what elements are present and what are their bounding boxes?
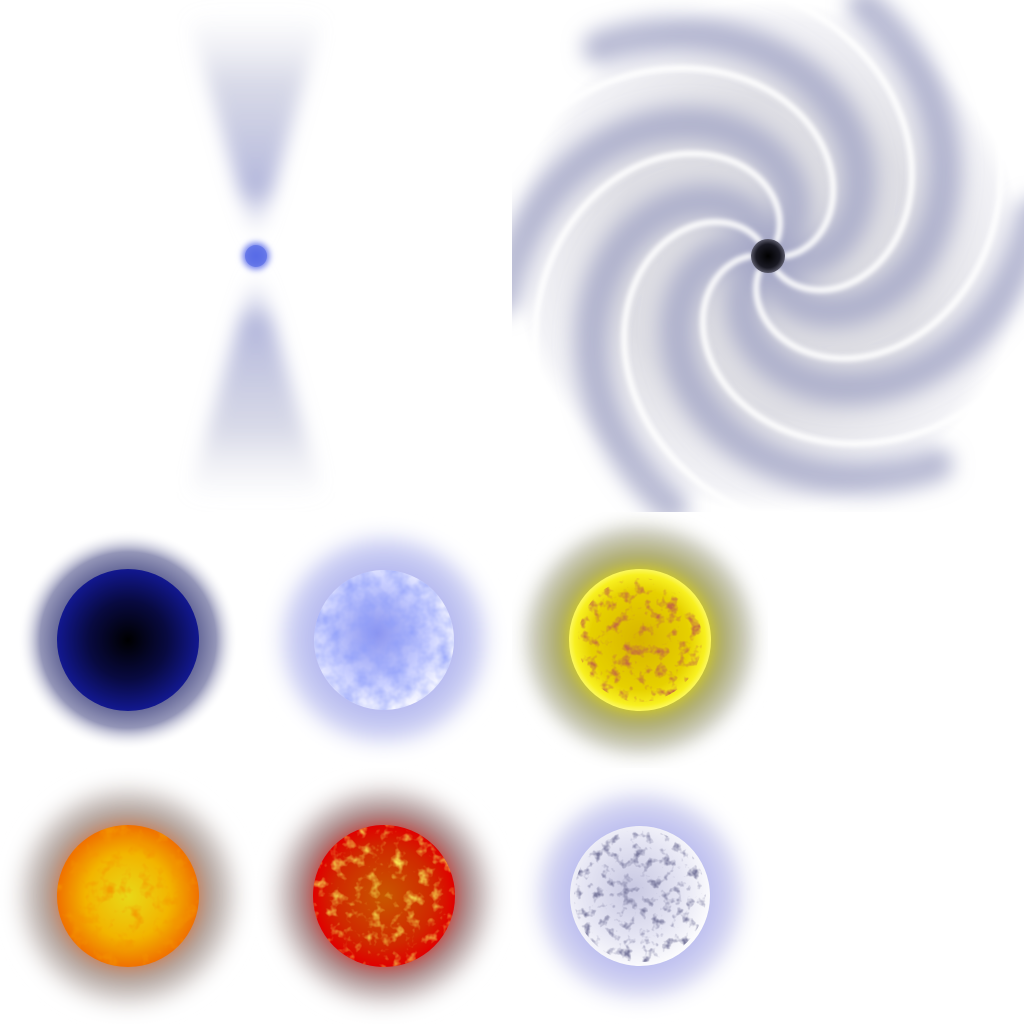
star-white bbox=[512, 768, 768, 1024]
black-hole-swirl-graphic bbox=[512, 0, 1024, 512]
black-hole-core bbox=[751, 239, 785, 273]
star-body bbox=[57, 569, 199, 711]
swirl-light-arm bbox=[621, 218, 762, 512]
star-red-graphic bbox=[266, 778, 502, 1014]
star-surface-texture bbox=[57, 825, 199, 967]
swirl-light-arm bbox=[774, 0, 915, 294]
star-red bbox=[256, 768, 512, 1024]
pulsar-core-inner bbox=[245, 245, 267, 267]
swirl-dark-arm bbox=[574, 184, 782, 512]
star-sunspots bbox=[578, 578, 702, 702]
star-orange bbox=[0, 768, 256, 1024]
pulsar-sprite bbox=[0, 0, 512, 512]
star-surface-texture bbox=[313, 825, 455, 967]
swirl-dark-arm bbox=[754, 0, 962, 328]
swirl-dark-arm bbox=[659, 232, 954, 496]
swirl-dark-arm bbox=[582, 16, 877, 280]
swirl-light-arm bbox=[753, 125, 1005, 362]
star-white-graphic bbox=[524, 780, 756, 1012]
star-dark-blue-graphic bbox=[18, 530, 238, 750]
swirl-light-arm bbox=[531, 150, 783, 387]
swirl-dark-arm bbox=[512, 106, 811, 312]
star-orange-graphic bbox=[10, 778, 246, 1014]
swirl-light-arm bbox=[700, 253, 997, 447]
star-yellow bbox=[512, 512, 768, 768]
swirl-light-arms bbox=[531, 0, 1005, 512]
pulsar-jet-down bbox=[190, 262, 322, 502]
pulsar-graphic bbox=[190, 10, 322, 502]
swirl-dark-arms bbox=[512, 0, 1024, 512]
star-surface-texture bbox=[574, 830, 706, 962]
pulsar-jets bbox=[190, 10, 322, 502]
pulsar-jet-up bbox=[190, 10, 322, 250]
star-yellow-graphic bbox=[514, 514, 766, 766]
black-hole-swirl-sprite bbox=[512, 0, 1024, 512]
swirl-light-arm bbox=[539, 65, 836, 259]
star-blue bbox=[256, 512, 512, 768]
star-dark-blue bbox=[0, 512, 256, 768]
star-surface-texture bbox=[314, 570, 454, 710]
swirl-dark-arm bbox=[725, 200, 1024, 406]
star-blue-graphic bbox=[268, 524, 500, 756]
